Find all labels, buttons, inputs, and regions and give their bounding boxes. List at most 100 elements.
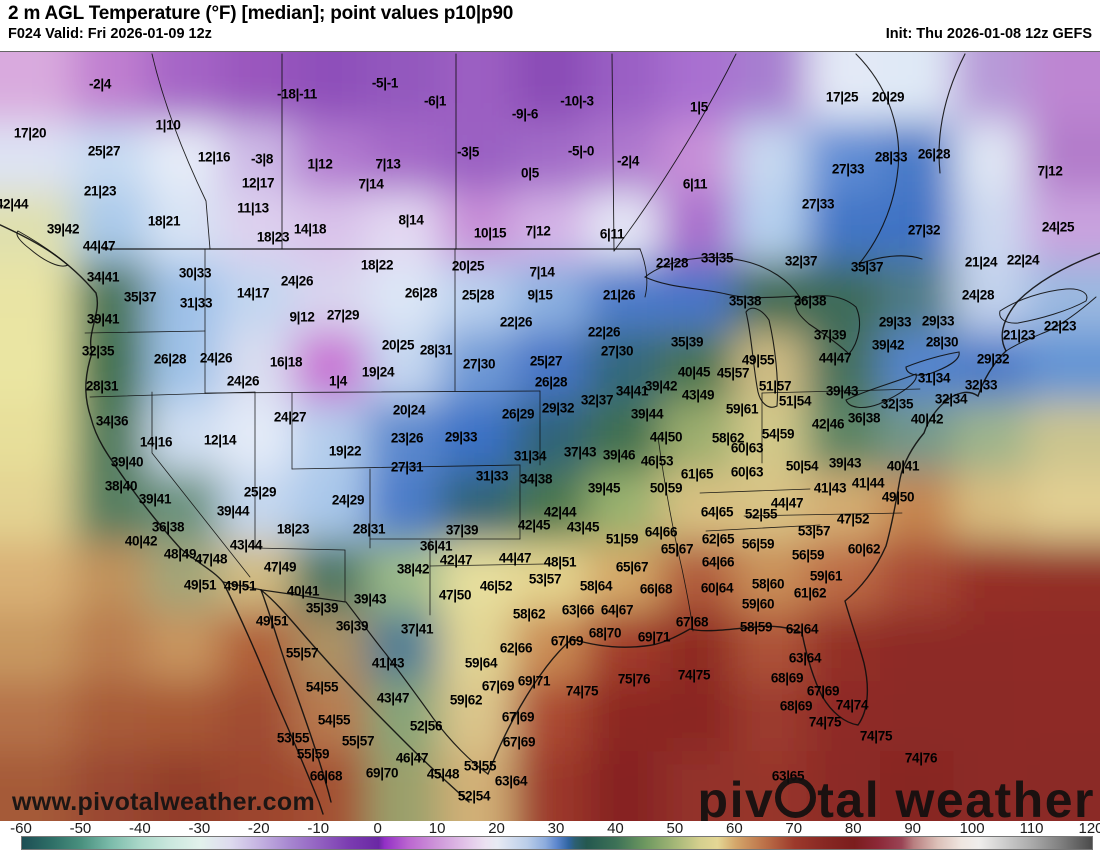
colorbar-tick-label: 0 xyxy=(373,820,382,837)
point-value-label: 66|68 xyxy=(639,581,673,597)
point-value-label: 20|29 xyxy=(871,89,905,105)
map-border-line xyxy=(743,512,903,517)
colorbar-tick-label: 60 xyxy=(725,820,743,837)
point-value-label: 68|69 xyxy=(770,670,804,686)
point-value-label: 67|69 xyxy=(502,734,536,750)
point-value-label: -5|-0 xyxy=(567,143,595,159)
point-value-label: 31|34 xyxy=(513,448,547,464)
point-value-label: 40|42 xyxy=(124,533,158,549)
point-value-label: 74|75 xyxy=(565,683,599,699)
point-value-label: 21|23 xyxy=(83,183,117,199)
point-value-label: 42|44 xyxy=(0,196,29,212)
point-value-label: 37|39 xyxy=(445,522,479,538)
point-value-label: 45|57 xyxy=(716,365,750,381)
point-value-label: 11|13 xyxy=(237,200,269,216)
point-value-label: 20|25 xyxy=(451,258,485,274)
map-border-line xyxy=(657,436,694,632)
colorbar-tick-label: 30 xyxy=(547,820,565,837)
point-value-label: 24|26 xyxy=(280,273,314,289)
point-value-label: 54|55 xyxy=(305,679,339,695)
point-value-label: 53|55 xyxy=(463,758,497,774)
point-value-label: -2|4 xyxy=(616,153,640,169)
colorbar-tick-label: -40 xyxy=(129,820,151,837)
point-value-label: 21|24 xyxy=(964,254,998,270)
point-value-label: 36|39 xyxy=(335,618,369,634)
map-border-line xyxy=(611,53,615,252)
point-value-label: 58|64 xyxy=(579,578,613,594)
point-value-label: 24|28 xyxy=(961,287,995,303)
point-value-label: 74|76 xyxy=(904,750,938,766)
point-value-label: 28|31 xyxy=(352,521,386,537)
map-border-line xyxy=(204,390,541,394)
point-value-label: 60|62 xyxy=(847,541,881,557)
point-value-label: 20|25 xyxy=(381,337,415,353)
point-value-label: 69|71 xyxy=(637,629,671,645)
point-value-label: 42|44 xyxy=(543,504,577,520)
watermark-brand: piv tal weather xyxy=(698,771,1095,821)
colorbar-tick-label: 90 xyxy=(904,820,921,837)
point-value-label: 52|55 xyxy=(744,506,778,522)
colorbar-tick-label: 40 xyxy=(607,820,624,837)
point-value-label: 32|33 xyxy=(964,377,998,393)
point-value-label: 49|51 xyxy=(255,613,289,629)
point-value-label: 8|14 xyxy=(398,212,424,228)
point-value-label: 6|11 xyxy=(682,176,708,192)
point-value-label: 59|61 xyxy=(809,568,843,584)
point-value-label: 35|38 xyxy=(728,293,762,309)
point-value-label: 18|22 xyxy=(360,257,394,273)
colorbar-tick-label: -50 xyxy=(69,820,92,837)
point-value-label: 60|63 xyxy=(730,440,764,456)
point-value-label: 60|63 xyxy=(730,464,764,480)
point-value-label: 58|62 xyxy=(711,430,745,446)
map-border-line xyxy=(855,53,923,266)
point-value-label: 35|37 xyxy=(850,259,884,275)
colorbar-tick-label: 110 xyxy=(1019,820,1044,837)
point-values-layer: -2|4 -18|-11 17|20 1|10 25|27 12|16 -3|8 1|12 21… xyxy=(0,52,1100,821)
point-value-label: 29|32 xyxy=(541,400,575,416)
point-value-label: 61|62 xyxy=(793,585,827,601)
point-value-label: 18|23 xyxy=(276,521,310,537)
point-value-label: 21|26 xyxy=(602,287,636,303)
map-border-line xyxy=(487,252,1100,775)
point-value-label: 59|64 xyxy=(464,655,498,671)
point-value-label: 36|38 xyxy=(793,293,827,309)
point-value-label: 42|46 xyxy=(811,416,845,432)
colorbar-tick-label: 80 xyxy=(844,820,862,837)
map-title: 2 m AGL Temperature (°F) [median]; point… xyxy=(8,3,514,24)
point-value-label: 38|42 xyxy=(396,561,430,577)
colorbar-tick-label: 100 xyxy=(959,820,985,837)
point-value-label: 39|42 xyxy=(871,337,905,353)
point-value-label: 47|48 xyxy=(194,551,228,567)
map-border-line xyxy=(643,256,801,299)
point-value-label: 43|47 xyxy=(376,690,410,706)
point-value-label: -3|8 xyxy=(250,151,274,167)
map-border-line xyxy=(613,53,737,252)
point-value-label: -5|-1 xyxy=(371,75,399,91)
point-value-label: 17|25 xyxy=(825,89,859,105)
map-border-line xyxy=(999,288,1088,324)
point-value-label: 34|41 xyxy=(615,383,649,399)
map-border-line xyxy=(761,388,921,394)
point-value-label: 62|65 xyxy=(701,531,735,547)
colorbar-tick-label: -60 xyxy=(10,820,32,837)
point-value-label: 26|28 xyxy=(917,146,951,162)
map-border-line xyxy=(699,488,811,494)
colorbar-tick-label: -20 xyxy=(247,820,270,837)
point-value-label: 46|53 xyxy=(640,453,674,469)
point-value-label: 14|18 xyxy=(293,221,327,237)
gear-icon xyxy=(775,777,817,818)
point-value-label: 50|54 xyxy=(785,458,819,474)
watermark-brand-part2: tal weather xyxy=(817,772,1095,821)
map-border-line xyxy=(705,524,821,532)
point-value-label: 44|47 xyxy=(82,238,116,254)
valid-time-label: F024 Valid: Fri 2026-01-09 12z xyxy=(8,25,212,42)
point-value-label: 44|47 xyxy=(770,495,804,511)
point-value-label: 22|26 xyxy=(499,314,533,330)
map-borders xyxy=(0,53,1100,815)
point-value-label: 24|29 xyxy=(331,492,365,508)
map-border-line xyxy=(745,307,779,408)
point-value-label: 25|29 xyxy=(243,484,277,500)
point-value-label: 69|70 xyxy=(365,765,399,781)
point-value-label: 59|62 xyxy=(449,692,483,708)
point-value-label: 19|24 xyxy=(361,364,395,380)
